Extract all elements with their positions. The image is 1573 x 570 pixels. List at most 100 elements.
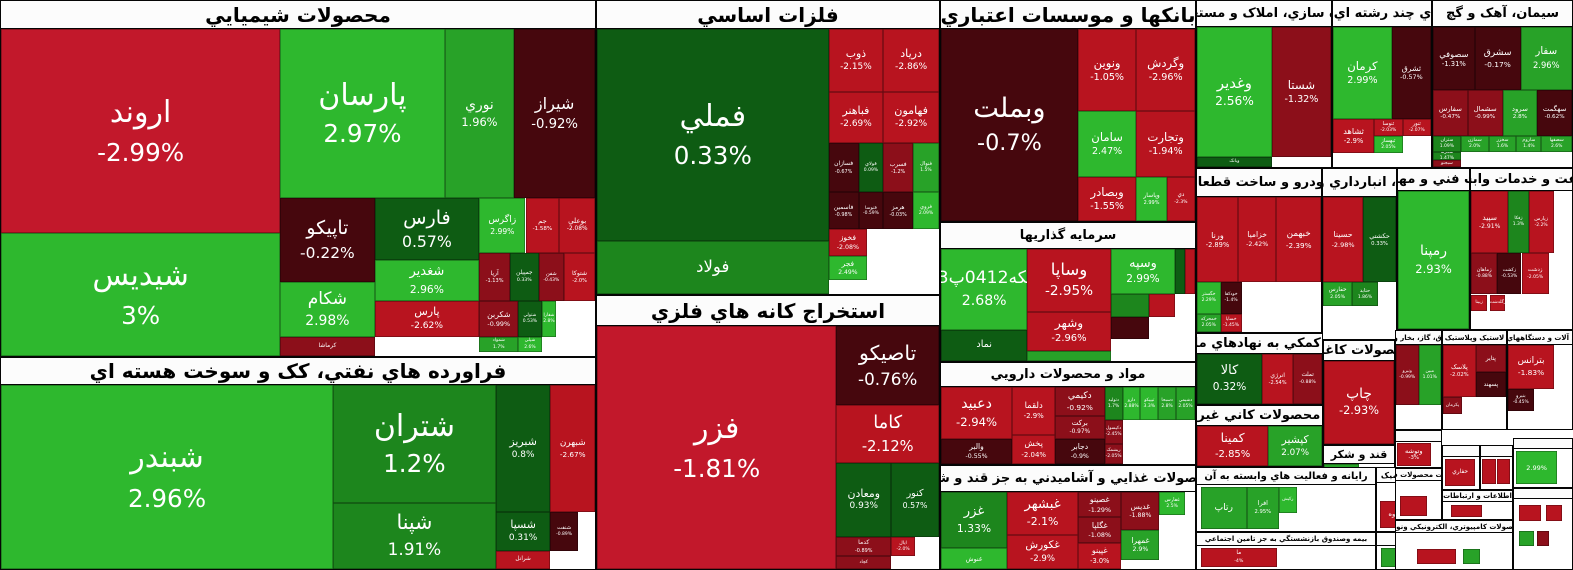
stock-tile-شفارا[interactable]: شفارا 2.8% — [541, 301, 557, 338]
stock-tile-هرمز[interactable]: هرمز -0.03% — [883, 192, 913, 230]
stock-tile-سامان[interactable]: سامان 2.47% — [1077, 111, 1137, 178]
stock-tile-ثنوسا[interactable]: ثنوسا -2.03% — [1374, 119, 1403, 137]
stock-tile-سمازن[interactable]: سمازن 2.0% — [1460, 136, 1489, 152]
stock-tile-اروند[interactable]: اروند -2.99% — [1, 29, 281, 234]
stock-tile-سشمال[interactable]: سشمال -0.99% — [1467, 90, 1503, 137]
stock-tile-سبجنو[interactable]: سبجنو — [1433, 160, 1461, 167]
stock-tile-شمواد[interactable]: شمواد 1.7% — [479, 337, 519, 352]
stock-tile-وساپا[interactable]: وساپا -2.95% — [1027, 249, 1111, 312]
stock-tile-درياد[interactable]: درياد -2.86% — [883, 29, 939, 92]
stock-tile-کنور[interactable]: کنور 0.57% — [891, 462, 939, 537]
stock-tile-غصينو[interactable]: غصينو -1.29% — [1078, 492, 1122, 518]
stock-tile-حتايد[interactable]: حتايد 1.86% — [1352, 282, 1378, 307]
stock-tile-زاگرس[interactable]: زاگرس 2.99% — [479, 198, 526, 253]
stock-tile-حکشتي[interactable]: حکشتي 0.33% — [1363, 197, 1396, 283]
stock-tile-فولاي[interactable]: فولاي 0.09% — [858, 143, 884, 193]
stock-tile-شبريز[interactable]: شبريز 0.8% — [495, 385, 551, 512]
stock-tile-دلقما[interactable]: دلقما -2.9% — [1012, 387, 1056, 435]
stock-tile-شيراز[interactable]: شيراز -0.92% — [514, 29, 595, 199]
stock-tile-دکپسول[interactable]: دکپسول -2.45% — [1104, 420, 1123, 444]
stock-tile-شکام[interactable]: شکام 2.98% — [280, 282, 375, 338]
stock-tile-دسبحا[interactable]: دسبحا 2.8% — [1158, 387, 1176, 421]
stock-tile-تاپيکو[interactable]: تاپيکو -0.22% — [280, 198, 375, 283]
stock-tile-تاصيکو[interactable]: تاصيکو -0.76% — [836, 326, 939, 406]
stock-tile-ذوب[interactable]: ذوب -2.15% — [828, 29, 884, 92]
stock-tile-زکشت[interactable]: زکشت -0.53% — [1497, 253, 1522, 295]
stock-tile-ما[interactable]: ما -4% — [1200, 547, 1278, 568]
stock-tile[interactable] — [1399, 496, 1427, 516]
stock-tile-کچاد[interactable]: کچاد — [836, 556, 892, 569]
stock-tile-شيديس[interactable]: شيديس 3% — [1, 233, 281, 356]
stock-tile-زدشت[interactable]: زدشت -2.05% — [1521, 253, 1549, 295]
stock-tile-سصوفي[interactable]: سصوفي -1.31% — [1433, 27, 1475, 90]
stock-tile-دشيمي[interactable]: دشيمي 2.05% — [1175, 387, 1195, 421]
stock-tile-برکت[interactable]: برکت -0.97% — [1055, 416, 1105, 440]
stock-tile-فولاد[interactable]: فولاد — [597, 241, 829, 294]
stock-tile-حفارس[interactable]: حفارس 2.05% — [1323, 282, 1353, 307]
stock-tile-پکرمان[interactable]: پکرمان — [1443, 397, 1462, 414]
stock-tile-فهامون[interactable]: فهامون -2.92% — [883, 91, 939, 144]
stock-tile-وپاسار[interactable]: وپاسار 2.99% — [1136, 177, 1167, 221]
stock-tile-فزر[interactable]: فزر -1.81% — [597, 326, 837, 569]
stock-tile-شتولي[interactable]: شتولي 0.53% — [518, 301, 542, 338]
stock-tile-ونيرو[interactable]: ونيرو -0.99% — [1396, 345, 1419, 406]
stock-tile-فخوز[interactable]: فخوز -2.08% — [828, 229, 868, 256]
stock-tile-والبر[interactable]: والبر -0.55% — [941, 439, 1013, 464]
stock-tile-غکورش[interactable]: غکورش -2.9% — [1007, 535, 1079, 569]
stock-tile-شغدير[interactable]: شغدير 2.96% — [374, 259, 480, 302]
stock-tile-پارس[interactable]: پارس -2.62% — [374, 301, 480, 338]
stock-tile-کالا[interactable]: کالا 0.32% — [1197, 354, 1262, 404]
stock-tile-پخش[interactable]: پخش -2.04% — [1012, 434, 1056, 464]
stock-tile[interactable] — [1027, 350, 1111, 361]
stock-tile-بوعلي[interactable]: بوعلي -2.08% — [559, 198, 595, 253]
stock-tile-شکربن[interactable]: شکربن -0.99% — [479, 301, 519, 338]
stock-tile-غگلپا[interactable]: غگلپا -1.08% — [1078, 517, 1122, 543]
stock-tile-زماهان[interactable]: زماهان -0.88% — [1471, 253, 1498, 295]
stock-tile-شبندر[interactable]: شبندر 2.96% — [1, 385, 334, 569]
stock-tile-فاسمين[interactable]: فاسمين -0.98% — [828, 192, 859, 230]
stock-tile-رمپنا[interactable]: رمپنا 2.93% — [1398, 191, 1469, 329]
stock-tile-پارسان[interactable]: پارسان 2.97% — [280, 29, 445, 199]
stock-tile-سصفها[interactable]: سصفها 2.6% — [1541, 136, 1572, 152]
stock-tile-دارو[interactable]: دارو 2.88% — [1122, 387, 1141, 421]
stock-tile[interactable] — [1110, 293, 1150, 318]
stock-tile-شپنا[interactable]: شپنا 1.91% — [333, 502, 496, 569]
stock-tile-شبهرن[interactable]: شبهرن -2.67% — [550, 385, 595, 512]
stock-tile-وتوشه[interactable]: وتوشه -3% — [1396, 443, 1431, 466]
stock-tile-فجر[interactable]: فجر 2.49% — [828, 255, 868, 280]
stock-tile-خمحرکه[interactable]: خمحرکه 2.05% — [1197, 314, 1221, 332]
stock-tile-غديس[interactable]: غديس -1.88% — [1121, 492, 1160, 530]
stock-tile-وغدير[interactable]: وغدير 2.56% — [1197, 27, 1272, 158]
stock-tile-خساپا[interactable]: خساپا -1.45% — [1220, 314, 1242, 332]
stock-tile-غمهرا[interactable]: غمهرا 2.9% — [1121, 529, 1160, 560]
stock-tile-انرژي[interactable]: انرژي -2.54% — [1262, 354, 1294, 404]
stock-tile-غبشهر[interactable]: غبشهر -2.1% — [1007, 492, 1079, 536]
stock-tile-سفار[interactable]: سفار 2.96% — [1520, 27, 1572, 90]
stock-tile-چاپ[interactable]: چاپ -2.93% — [1324, 361, 1394, 444]
stock-tile[interactable] — [1496, 458, 1511, 485]
stock-tile[interactable] — [1518, 530, 1534, 546]
stock-tile-دي[interactable]: دي -2.3% — [1166, 177, 1195, 221]
stock-tile[interactable] — [1185, 249, 1195, 294]
stock-tile-کاما[interactable]: کاما -2.12% — [836, 405, 939, 463]
stock-tile-اپال[interactable]: اپال -2.0% — [891, 536, 916, 557]
stock-tile-جم[interactable]: جم -1.58% — [525, 198, 560, 253]
stock-tile[interactable] — [1416, 549, 1457, 565]
stock-tile[interactable] — [1537, 530, 1549, 546]
stock-tile-ستران[interactable]: ستران 1.09% — [1433, 136, 1461, 152]
stock-tile-وتجارت[interactable]: وتجارت -1.94% — [1136, 111, 1195, 178]
stock-tile-خزاميا[interactable]: خزاميا -2.42% — [1237, 197, 1277, 283]
stock-tile-وسپه[interactable]: وسپه 2.99% — [1110, 249, 1176, 294]
stock-tile-شپلي[interactable]: شپلي 2.6% — [518, 337, 542, 352]
stock-tile-ونوين[interactable]: ونوين -1.05% — [1077, 29, 1137, 112]
stock-tile-سپيد[interactable]: سپيد -2.91% — [1471, 191, 1509, 254]
stock-tile-کرمان[interactable]: کرمان 2.99% — [1333, 27, 1392, 120]
stock-tile-شفن[interactable]: شفن -0.43% — [538, 252, 565, 302]
stock-tile-خبهمن[interactable]: خبهمن -2.39% — [1276, 197, 1321, 283]
stock-tile-غپينو[interactable]: غپينو -3.0% — [1078, 542, 1122, 569]
stock-tile-جمپيلن[interactable]: جمپيلن 0.33% — [510, 252, 539, 302]
stock-tile-فسازان[interactable]: فسازان -0.67% — [828, 143, 859, 193]
stock-tile[interactable] — [1451, 504, 1483, 518]
stock-tile-شرانل[interactable]: شرانل — [495, 550, 551, 569]
stock-tile[interactable] — [1545, 504, 1563, 522]
